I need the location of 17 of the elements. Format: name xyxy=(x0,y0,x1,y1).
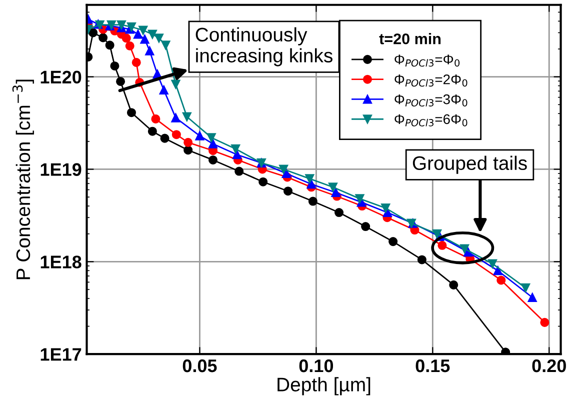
legend-label: Φ$_{POCl3}$=Φ$_{0}$ xyxy=(394,54,460,67)
x-tick-label: 0.20 xyxy=(532,359,566,372)
y-tick-label: 1E19 xyxy=(40,163,82,176)
legend-label: Φ$_{POCl3}$=3Φ$_{0}$ xyxy=(394,94,468,106)
y-axis-title: P Concentration [cm$^{−3}$] xyxy=(12,80,34,280)
x-tick-label: 0.10 xyxy=(299,359,334,372)
legend-label: Φ$_{POCl3}$=2Φ$_{0}$ xyxy=(394,74,468,87)
x-tick-label: 0.15 xyxy=(416,359,450,372)
annotation: Grouped tails xyxy=(412,156,527,174)
y-tick-label: 1E18 xyxy=(40,256,82,268)
x-axis-title: Depth [µm] xyxy=(278,377,370,396)
annotation: Continuously increasing kinks xyxy=(196,27,332,66)
legend-label: Φ$_{POCl3}$=6Φ$_{0}$ xyxy=(394,114,468,126)
y-tick-label: 1E17 xyxy=(40,348,82,361)
y-tick-label: 1E20 xyxy=(40,70,82,84)
legend-title: t=20 min xyxy=(379,33,441,44)
x-tick-label: 0.05 xyxy=(182,359,217,372)
